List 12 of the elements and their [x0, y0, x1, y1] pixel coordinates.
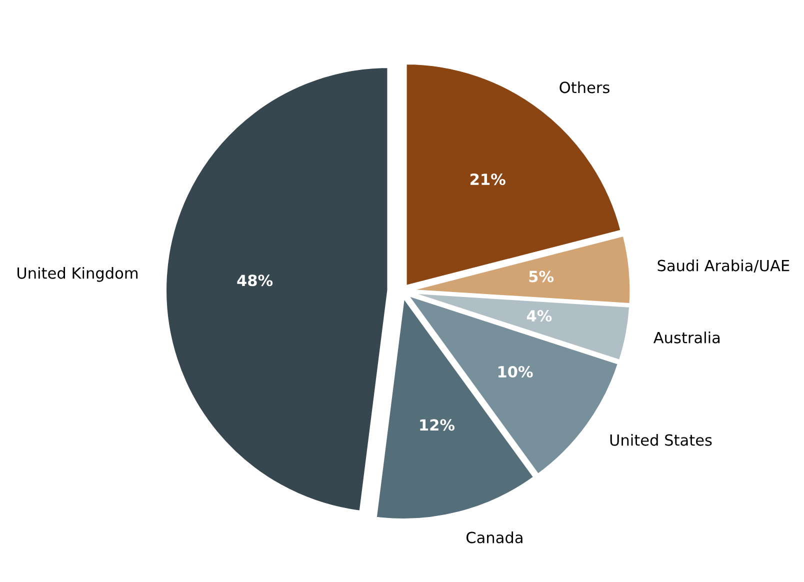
slice-label: United Kingdom: [18, 267, 138, 282]
slice-label: Others: [560, 81, 610, 94]
data-label: 10%: [498, 366, 533, 378]
slice-label: United States: [610, 434, 712, 446]
slice-label: Australia: [653, 332, 720, 344]
data-label: 12%: [420, 419, 455, 431]
data-label: 21%: [470, 174, 506, 186]
data-label: 5%: [529, 270, 554, 282]
data-label: 48%: [237, 274, 273, 286]
slice-label: Saudi Arabia/UAE: [658, 260, 790, 273]
slice-label: Canada: [466, 531, 522, 544]
data-label: 4%: [526, 310, 552, 322]
